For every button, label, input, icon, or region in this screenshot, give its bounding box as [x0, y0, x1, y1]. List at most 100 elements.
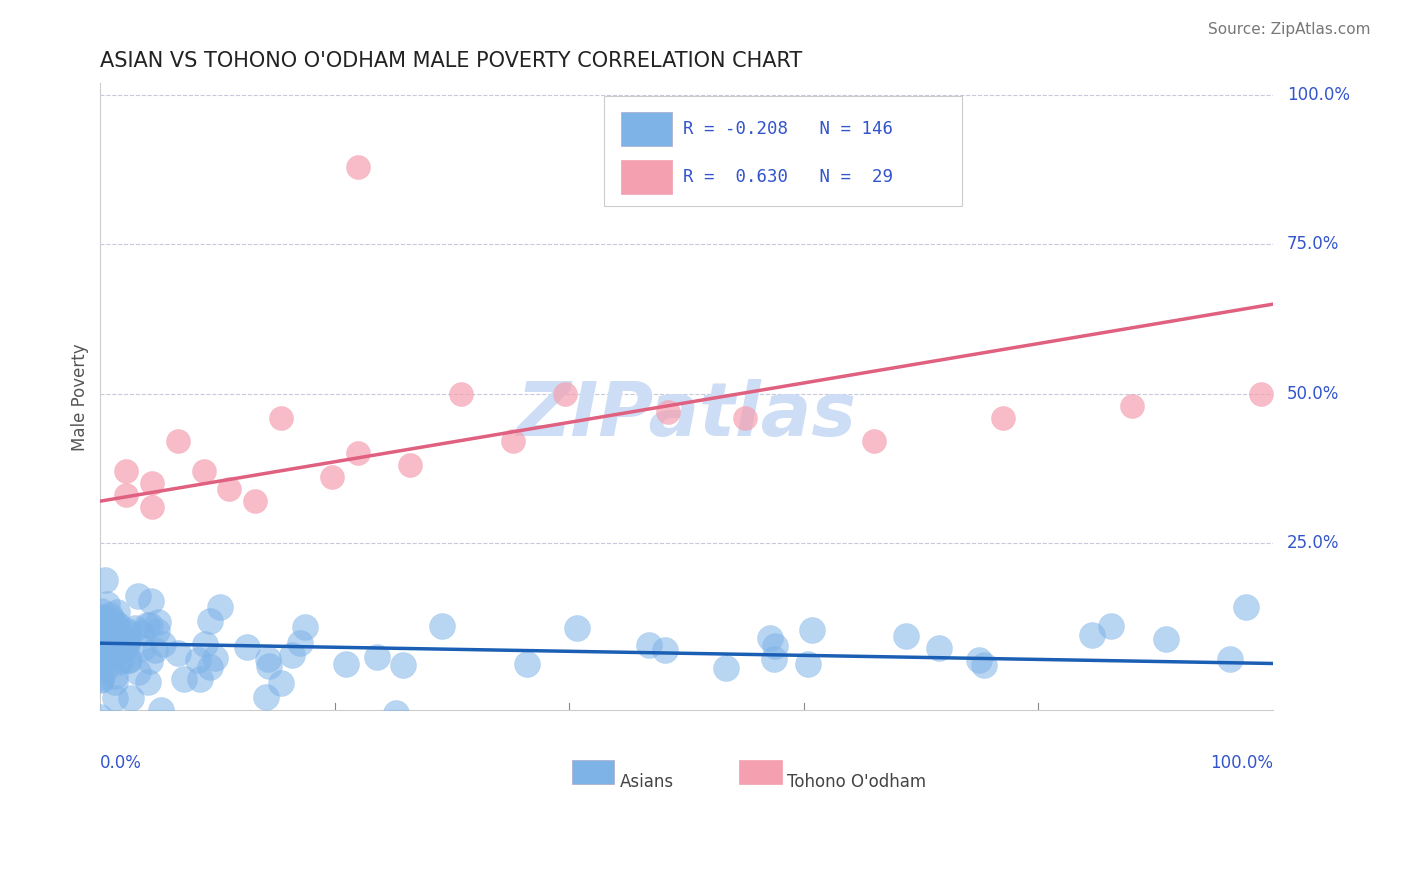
- Point: [93, 626, 115, 640]
- Point: [793, 339, 815, 353]
- Point: [610, 599, 633, 614]
- Point: [382, 410, 405, 425]
- Point: [98, 645, 121, 659]
- Point: [148, 482, 170, 496]
- Point: [253, 386, 276, 401]
- Point: [90, 654, 112, 668]
- Point: [98, 641, 121, 656]
- Point: [540, 628, 562, 642]
- Point: [112, 476, 135, 491]
- Point: [811, 657, 834, 671]
- Point: [91, 597, 114, 611]
- Point: [93, 608, 115, 623]
- Point: [101, 488, 124, 502]
- Point: [111, 654, 134, 668]
- Point: [110, 618, 132, 632]
- Point: [865, 621, 887, 635]
- Point: [96, 691, 118, 706]
- Point: [201, 657, 224, 672]
- Point: [396, 639, 419, 653]
- Point: [100, 638, 122, 652]
- Point: [725, 675, 748, 690]
- Point: [103, 691, 125, 706]
- Point: [817, 663, 839, 677]
- Point: [1227, 661, 1250, 675]
- Text: ZIPatlas: ZIPatlas: [516, 379, 856, 452]
- Point: [797, 681, 820, 695]
- Point: [245, 619, 267, 633]
- Point: [90, 670, 112, 684]
- Point: [346, 643, 368, 657]
- Point: [97, 655, 120, 669]
- Point: [785, 643, 807, 657]
- FancyBboxPatch shape: [621, 112, 672, 146]
- Text: 0.0%: 0.0%: [100, 754, 142, 772]
- Point: [89, 643, 111, 657]
- Point: [1038, 631, 1060, 645]
- Point: [134, 652, 156, 666]
- Point: [124, 434, 146, 449]
- Point: [848, 640, 870, 654]
- Point: [915, 665, 938, 680]
- Point: [751, 657, 773, 671]
- Point: [97, 617, 120, 632]
- Point: [792, 648, 814, 663]
- Point: [114, 643, 136, 657]
- Point: [299, 386, 322, 401]
- Point: [97, 638, 120, 652]
- Point: [734, 351, 756, 365]
- Text: R = -0.208   N = 146: R = -0.208 N = 146: [683, 120, 893, 138]
- Point: [652, 363, 675, 377]
- Point: [97, 638, 120, 652]
- Point: [93, 624, 115, 639]
- Point: [89, 673, 111, 687]
- Point: [91, 663, 114, 677]
- Point: [115, 624, 138, 639]
- Point: [773, 635, 796, 649]
- Point: [441, 434, 464, 449]
- Point: [89, 673, 111, 687]
- Point: [89, 614, 111, 628]
- Point: [952, 665, 974, 679]
- Point: [90, 622, 112, 636]
- Point: [166, 652, 188, 666]
- Point: [176, 648, 198, 662]
- Point: [786, 658, 808, 673]
- Point: [97, 624, 120, 639]
- Point: [96, 615, 118, 630]
- Point: [824, 672, 846, 686]
- Point: [101, 634, 124, 648]
- Point: [111, 617, 134, 632]
- Point: [845, 673, 868, 687]
- Point: [412, 623, 434, 637]
- Point: [98, 635, 121, 649]
- Text: 50.0%: 50.0%: [1286, 384, 1339, 402]
- FancyBboxPatch shape: [621, 160, 672, 194]
- Point: [165, 690, 187, 705]
- Text: Asians: Asians: [620, 772, 673, 790]
- Point: [89, 645, 111, 659]
- Point: [97, 639, 120, 653]
- Point: [94, 612, 117, 626]
- Point: [96, 620, 118, 634]
- Point: [471, 640, 494, 655]
- Point: [224, 706, 246, 720]
- Point: [499, 410, 522, 425]
- Point: [118, 637, 141, 651]
- Point: [91, 652, 114, 666]
- Point: [844, 665, 866, 679]
- Point: [117, 703, 139, 717]
- Point: [172, 676, 194, 690]
- Text: ASIAN VS TOHONO O'ODHAM MALE POVERTY CORRELATION CHART: ASIAN VS TOHONO O'ODHAM MALE POVERTY COR…: [100, 51, 803, 70]
- Point: [866, 646, 889, 660]
- Point: [90, 613, 112, 627]
- Text: 100.0%: 100.0%: [1209, 754, 1272, 772]
- FancyBboxPatch shape: [572, 760, 614, 784]
- Point: [127, 672, 149, 686]
- Y-axis label: Male Poverty: Male Poverty: [72, 343, 89, 450]
- Point: [838, 597, 860, 611]
- Point: [90, 637, 112, 651]
- Point: [796, 640, 818, 655]
- Point: [141, 650, 163, 665]
- Point: [96, 669, 118, 683]
